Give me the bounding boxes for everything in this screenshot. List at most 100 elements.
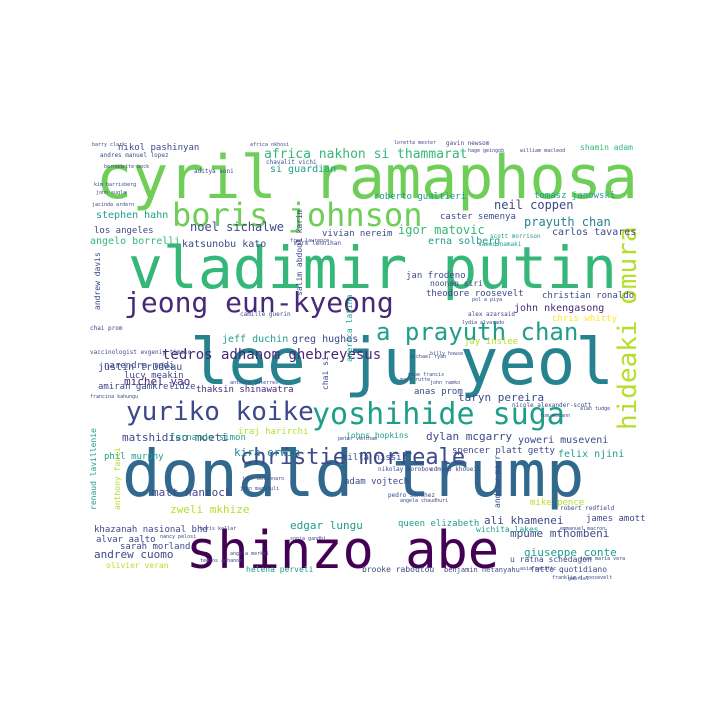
cloud-word: boris kollar (200, 526, 236, 532)
cloud-word: lee ju yeol (190, 326, 614, 400)
cloud-word: khazanah nasional bhd (94, 525, 208, 535)
cloud-word: james amott (586, 514, 646, 524)
cloud-word: cyril ramaphosa (96, 143, 638, 213)
cloud-word: felix njini (558, 449, 624, 460)
cloud-word: erna solberg (428, 236, 500, 247)
cloud-word: boris johnson (172, 196, 422, 234)
cloud-word: franklin d roosevelt (552, 575, 612, 581)
cloud-word: jeff duchin (222, 334, 288, 345)
cloud-word: andres manuel lopez (100, 152, 169, 159)
cloud-word: john ramko (430, 380, 460, 386)
cloud-word: giuseppe conte (524, 546, 617, 559)
cloud-word: phil murphy (104, 452, 164, 462)
cloud-word: andrew davis (93, 252, 102, 310)
cloud-word: shinzo abe (186, 521, 499, 581)
cloud-word: michael ryan (410, 354, 446, 360)
cloud-word: amiran gamkrelidze (98, 382, 196, 392)
cloud-word: narendra modi (104, 361, 174, 371)
cloud-word: nicole alexander-scott (512, 402, 592, 409)
cloud-word: jeong eun-kyeong (124, 286, 394, 319)
cloud-word: africa nkhosi (250, 142, 289, 148)
cloud-word: caster semenya (440, 212, 516, 222)
cloud-word: edmund khoueis (430, 466, 481, 473)
cloud-word: yuriko koike (126, 397, 314, 427)
cloud-word: chris whitty (552, 314, 618, 324)
cloud-word: mike pence (530, 498, 584, 508)
cloud-word: yoweri museveni (518, 435, 608, 446)
cloud-word: si guardian (270, 164, 336, 175)
cloud-word: saeed namaki (478, 241, 522, 248)
cloud-word: pol a piya (472, 297, 502, 303)
cloud-word: donald trump (122, 438, 584, 512)
cloud-word: chai si (321, 356, 330, 390)
cloud-word: matt hancock (152, 486, 232, 499)
cloud-word: mpume mthombeni (510, 527, 609, 540)
cloud-word: william macleod (520, 148, 565, 154)
cloud-word: pope francis (408, 372, 444, 378)
cloud-word: chai prom (90, 325, 123, 332)
cloud-word: mark lennihan (294, 240, 341, 247)
cloud-word: hideaki omura (613, 227, 643, 431)
cloud-word: wichita lakes (476, 525, 539, 534)
cloud-word: chavalit vichi (266, 159, 317, 166)
cloud-word: adam vojtech (344, 477, 409, 487)
cloud-word: gavin newsom (446, 140, 490, 147)
cloud-word: jan frodeno (406, 271, 466, 281)
cloud-word: aditya soni (194, 168, 234, 175)
cloud-word: noel sichalwe (190, 220, 284, 234)
cloud-word: igor matovic (398, 223, 485, 237)
cloud-word: yoshihide suga (312, 397, 565, 432)
cloud-word: tomasz janowski (534, 191, 615, 201)
cloud-word: andrew marr (493, 455, 502, 508)
cloud-word: mark rutte (400, 377, 430, 383)
cloud-word: u ratna schedagon (510, 555, 592, 564)
cloud-word: stephen hahn (96, 210, 168, 221)
cloud-word: lucy meakin (124, 371, 184, 381)
cloud-word: spencer platt getty (452, 446, 556, 456)
cloud-word: kim harrisberg (94, 182, 136, 188)
cloud-word: ali khamenei (484, 514, 563, 527)
cloud-word: michel yao (124, 375, 190, 388)
cloud-word: barry clark (92, 142, 125, 148)
cloud-word: brooke raboutou (362, 565, 434, 574)
cloud-word: billy howse (430, 351, 463, 357)
cloud-word: jair bolsonaro (242, 476, 284, 482)
cloud-word: shamin adam (580, 143, 633, 152)
cloud-word: john magufuli (240, 486, 279, 492)
cloud-word: los angeles (94, 226, 154, 236)
cloud-word: vivian nereim (322, 229, 392, 239)
cloud-word: camille guerin (240, 311, 291, 318)
cloud-word: neil coppen (494, 198, 573, 212)
cloud-word: lydia alvarado (462, 320, 504, 326)
cloud-word: angelo borrelli (90, 236, 180, 247)
cloud-word: angela chaudhuri (400, 498, 448, 504)
cloud-word: jay inslee (464, 337, 518, 347)
cloud-word: loretta mester (394, 140, 436, 146)
cloud-word: peter ventham (338, 436, 377, 442)
cloud-word: fatto quotidiano (530, 565, 607, 574)
cloud-word: hage geingob (468, 148, 504, 154)
cloud-word: tedros adhanom (200, 558, 242, 564)
cloud-word: antonio guterres (230, 380, 278, 386)
cloud-word: africa nakhon si thammarat (264, 147, 468, 162)
cloud-word: robert redfield (560, 505, 615, 512)
cloud-word: gabriel (568, 576, 589, 582)
cloud-word: christie morreale (240, 445, 465, 470)
cloud-word: iraj harirchi (238, 427, 308, 437)
cloud-word: renaud lavillenie (89, 428, 98, 510)
cloud-word: salim abdool karim (295, 209, 304, 296)
cloud-word: greg hughes (292, 334, 358, 345)
cloud-word: olivier veran (106, 561, 169, 570)
cloud-word: jose maria vera (580, 556, 625, 562)
cloud-word: benjamin netanyahu (444, 566, 520, 574)
cloud-word: christian ronaldo (542, 291, 634, 301)
cloud-word: roberto gualtieri (374, 192, 466, 202)
cloud-word: asia pacific (520, 566, 556, 572)
cloud-word: tedros adhanom ghebreyesus (162, 347, 381, 363)
cloud-word: alex azarsaid (468, 311, 515, 318)
cloud-word: pedro sanchez (388, 492, 435, 499)
cloud-word: queen elizabeth (398, 519, 479, 529)
cloud-word: francina kahungu (90, 394, 138, 400)
cloud-word: america latina (345, 294, 354, 362)
